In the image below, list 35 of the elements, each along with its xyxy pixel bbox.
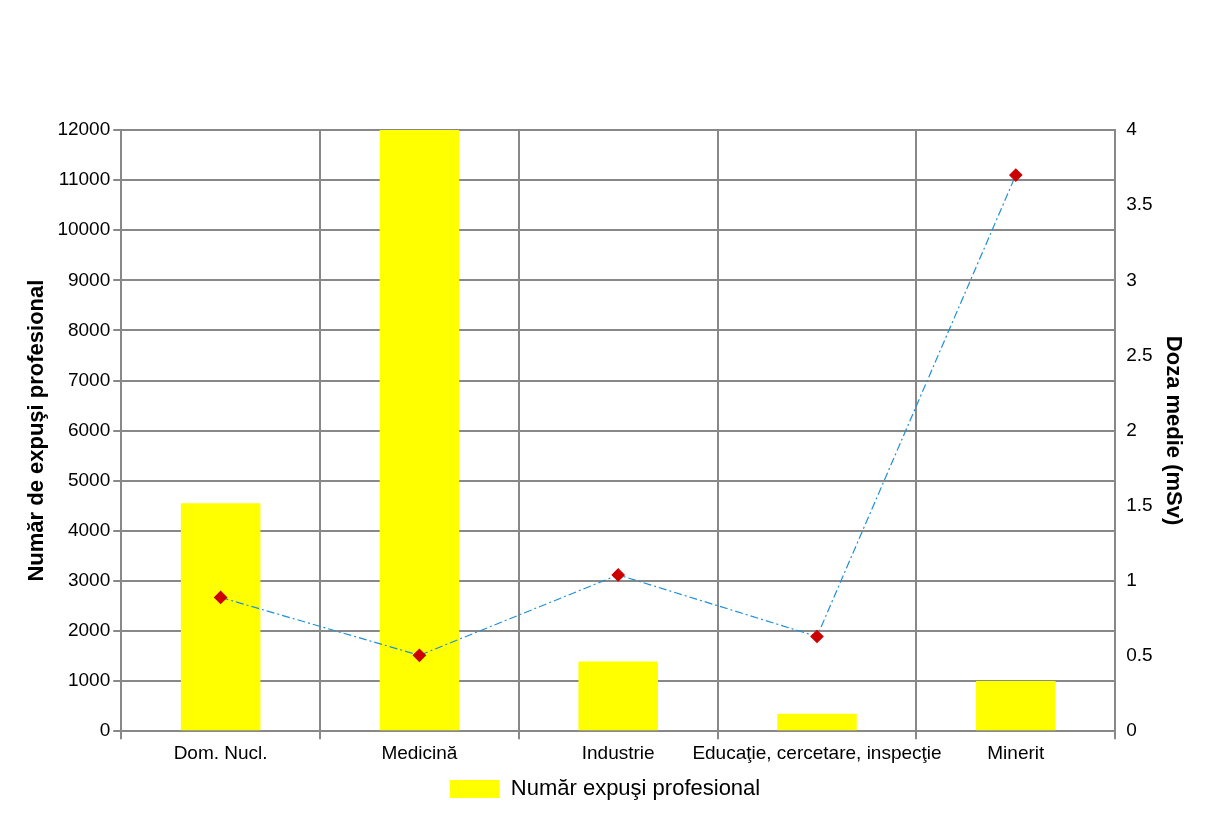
y2-tick-label: 1.5 (1126, 493, 1153, 515)
bar (976, 681, 1056, 731)
y2-tick-label: 3.5 (1126, 193, 1153, 215)
bar (578, 661, 658, 731)
x-tick-label: Industrie (581, 741, 655, 763)
y-tick-label: 9000 (67, 268, 111, 290)
x-tick-label: Educaţie, cercetare, inspecţie (692, 741, 942, 763)
y2-tick-label: 2.5 (1126, 343, 1153, 365)
y-tick-label: 1000 (67, 669, 111, 691)
y2-axis-title: Doza medie (mSv) (1161, 335, 1187, 526)
x-tick-label: Minerit (987, 741, 1046, 763)
y2-tick-label: 0.5 (1126, 644, 1153, 666)
bar (379, 130, 460, 731)
y-tick-label: 12000 (57, 118, 111, 140)
legend-label: Număr expuşi profesional (510, 775, 761, 801)
y-tick-label: 3000 (67, 569, 111, 591)
y-tick-label: 2000 (67, 619, 111, 641)
y2-tick-label: 3 (1126, 268, 1137, 290)
y-tick-label: 10000 (57, 218, 111, 240)
y2-tick-label: 4 (1126, 118, 1138, 140)
y2-tick-label: 2 (1126, 418, 1137, 440)
y-axis-title: Număr de expuşi profesional (23, 279, 49, 582)
y-tick-label: 7000 (67, 368, 111, 390)
y2-tick-label: 0 (1126, 719, 1137, 741)
bar (777, 713, 857, 731)
bar (180, 503, 261, 731)
y-tick-label: 5000 (67, 468, 111, 490)
y-tick-label: 11000 (58, 168, 111, 190)
x-tick-label: Dom. Nucl. (173, 741, 268, 763)
y-tick-label: 8000 (67, 318, 111, 340)
y-tick-label: 4000 (67, 519, 111, 541)
y2-tick-label: 1 (1126, 569, 1137, 591)
y-tick-label: 6000 (67, 418, 111, 440)
y-tick-label: 0 (99, 719, 111, 741)
x-tick-label: Medicină (381, 741, 458, 763)
